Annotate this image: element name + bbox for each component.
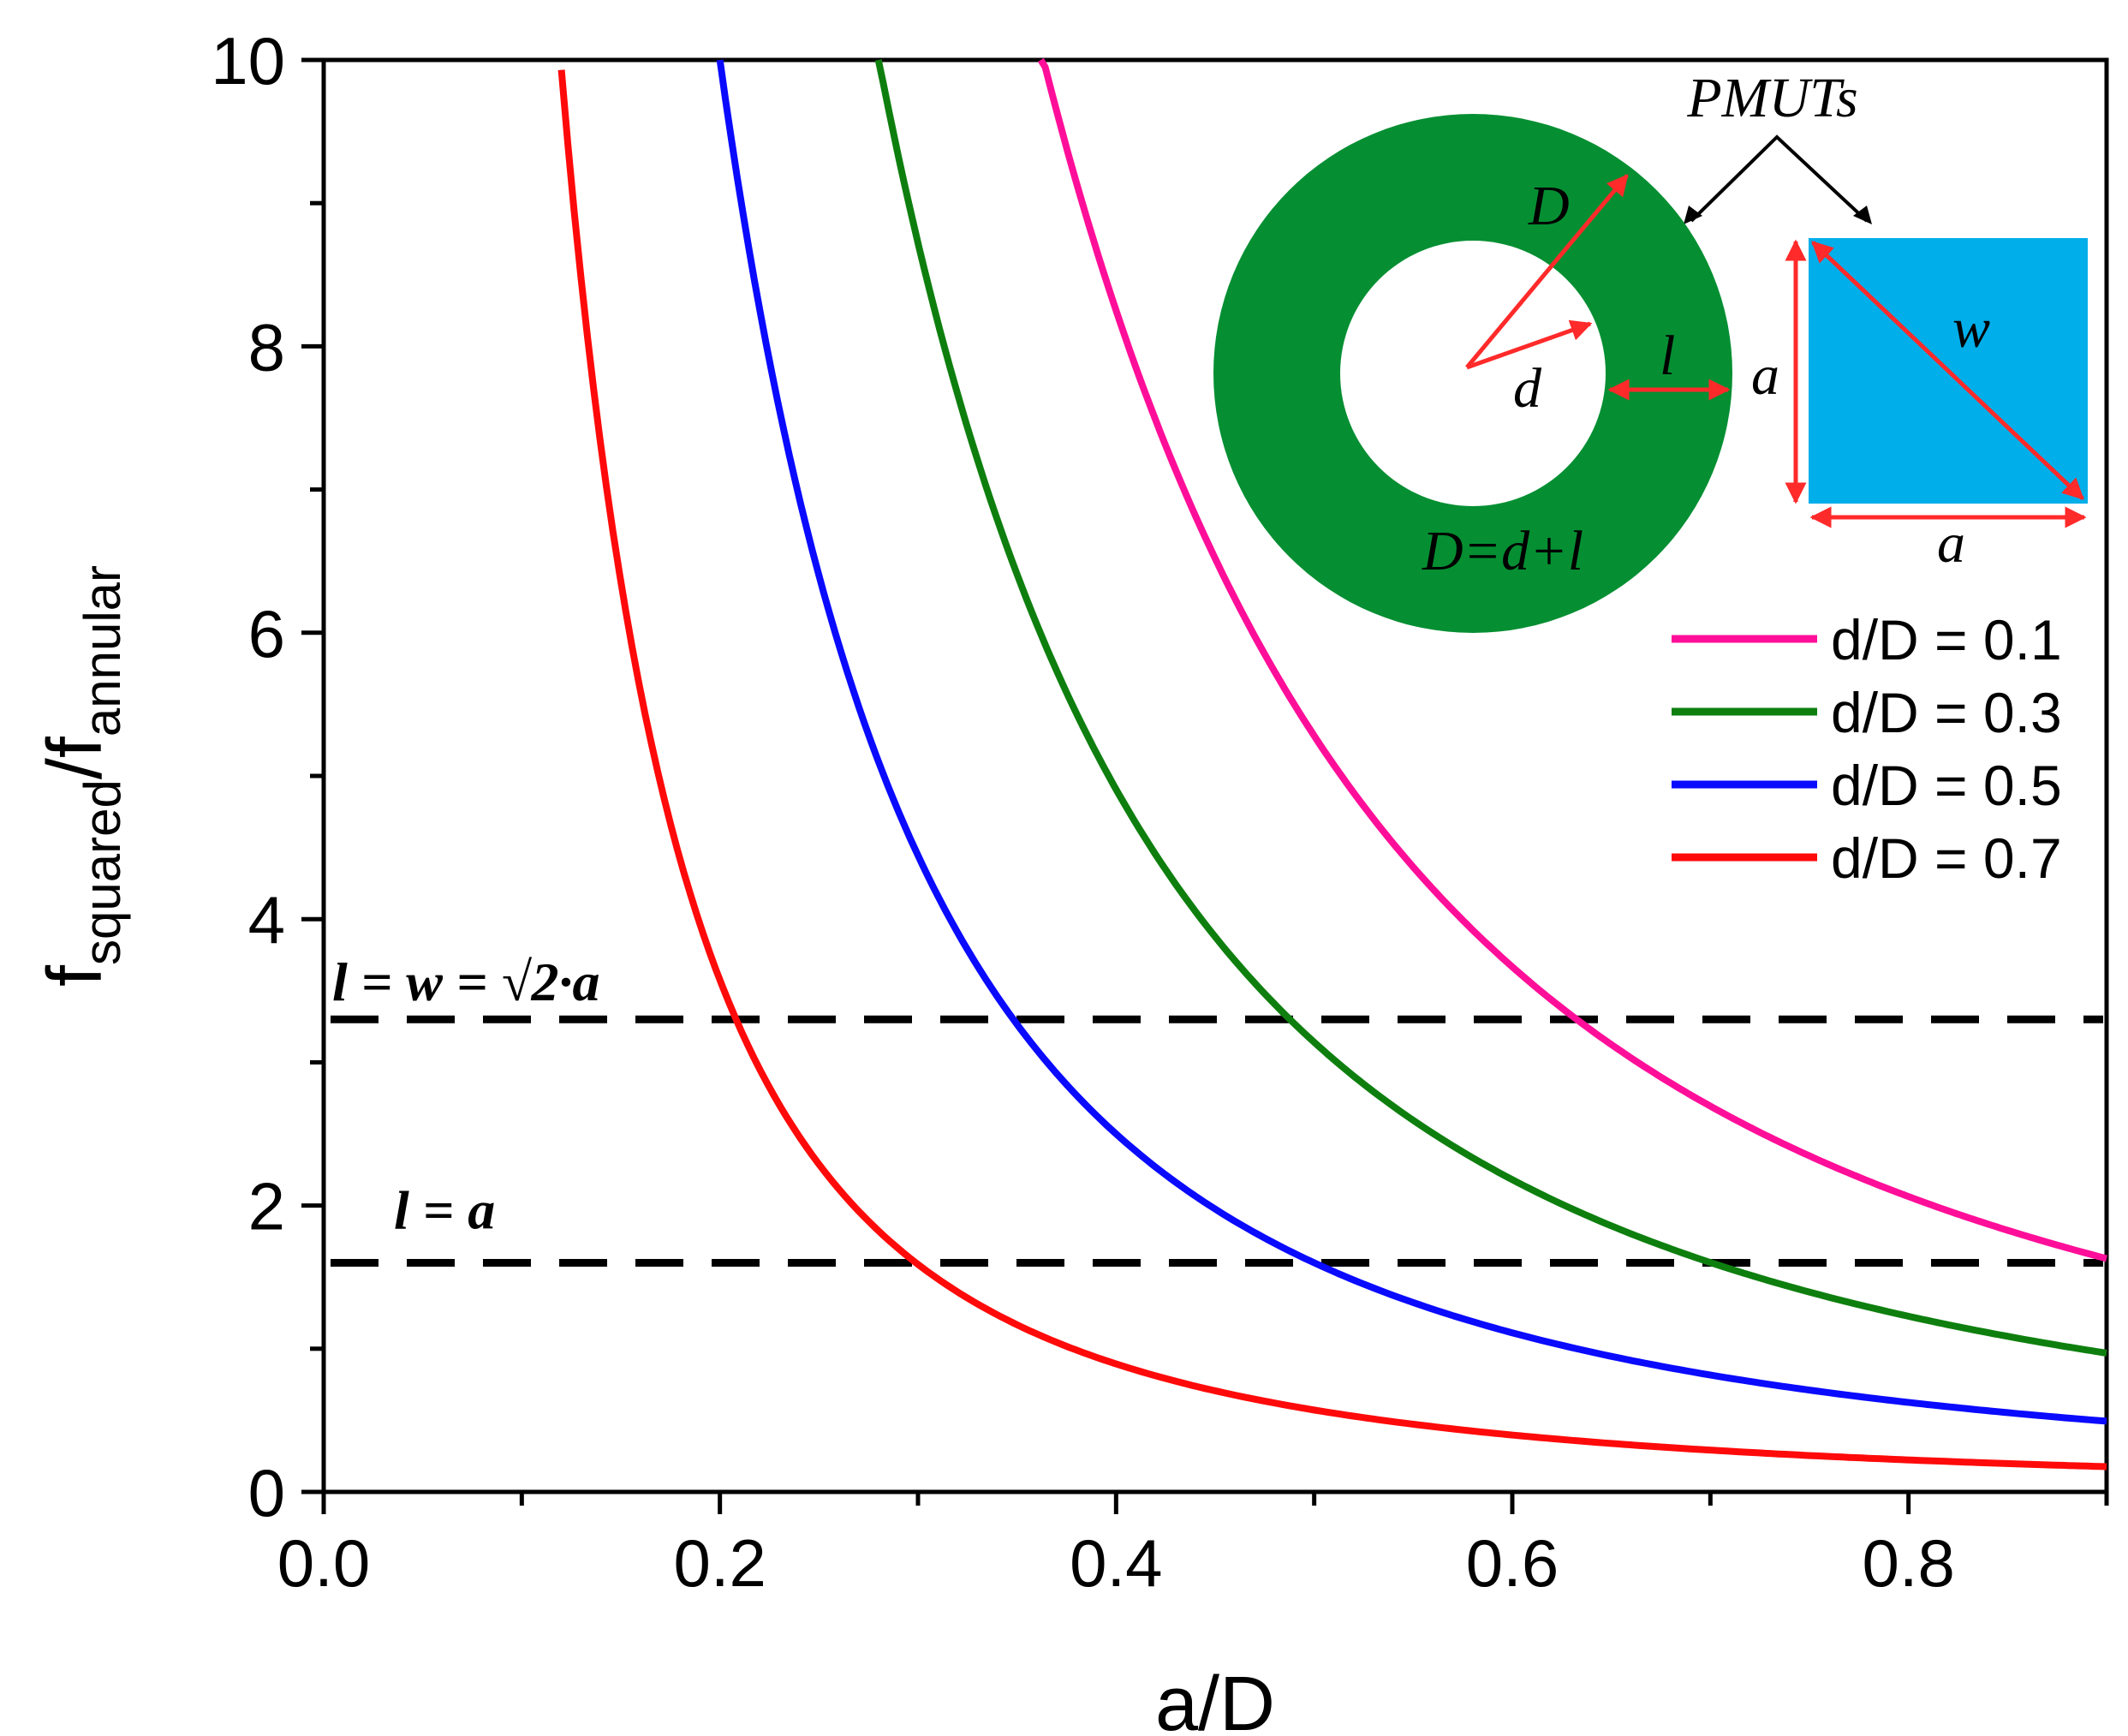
series-line [874, 59, 2107, 1357]
label-d: d [1513, 357, 1542, 420]
legend: d/D = 0.1 d/D = 0.3 d/D = 0.5 d/D = 0.7 [1672, 608, 2062, 890]
x-tick-label: 0.6 [1466, 1525, 1559, 1601]
arrowhead-left [1684, 206, 1702, 224]
label-a-left: a [1751, 344, 1779, 407]
y-title-f: f [33, 964, 118, 987]
y-axis: 0 2 4 6 8 10 [211, 23, 324, 1530]
y-tick-label: 6 [248, 596, 285, 671]
y-title-sub1: squared [74, 779, 131, 965]
x-tick-label: 0.8 [1862, 1525, 1954, 1601]
series-line [716, 59, 2107, 1425]
arrow-D [1465, 174, 1629, 369]
y-title-slash: /f [33, 736, 118, 779]
x-axis-title: a/D [1155, 1661, 1275, 1736]
y-title-sub2: annular [74, 565, 131, 737]
label-l: l [1660, 325, 1675, 387]
y-tick-label: 8 [248, 309, 285, 385]
reference-line-label: l = w = √2·a [332, 952, 600, 1012]
legend-entry: d/D = 0.3 [1831, 681, 2062, 744]
arrow-d [1466, 319, 1593, 370]
svg-text:fsquared/fannular: fsquared/fannular [33, 565, 131, 987]
y-tick-label: 0 [248, 1455, 285, 1530]
legend-entry: d/D = 0.7 [1831, 826, 2062, 890]
arrowhead-right [1853, 206, 1872, 224]
x-axis: 0.0 0.2 0.4 0.6 0.8 [277, 1492, 2109, 1601]
inset-title: PMUTs [1686, 67, 1857, 129]
y-tick-label: 2 [248, 1169, 285, 1244]
label-relation: D=d+l [1422, 520, 1583, 582]
x-tick-label: 0.2 [673, 1525, 766, 1601]
series-line [1037, 57, 2107, 1262]
label-D: D [1528, 175, 1570, 237]
inset-diagram: PMUTs D d l D=d+l w a a [1213, 67, 2088, 633]
x-tick-label: 0.4 [1070, 1525, 1162, 1601]
series-curves [557, 57, 2107, 1471]
x-tick-label: 0.0 [277, 1525, 370, 1601]
annular-hole [1340, 241, 1606, 506]
y-axis-title: fsquared/fannular [33, 565, 131, 987]
series-line [557, 69, 2107, 1471]
reference-lines: l = w = √2·a l = a [331, 952, 2103, 1267]
y-tick-label: 10 [211, 23, 285, 98]
legend-entry: d/D = 0.5 [1831, 754, 2062, 817]
pmut-pointer-arrows [1690, 134, 1869, 223]
label-w: w [1952, 297, 1990, 360]
reference-line-label: l = a [394, 1179, 495, 1240]
y-tick-label: 4 [248, 882, 285, 957]
legend-entry: d/D = 0.1 [1831, 608, 2062, 671]
arrow-w [1811, 241, 2084, 500]
label-a-bottom: a [1937, 512, 1965, 575]
